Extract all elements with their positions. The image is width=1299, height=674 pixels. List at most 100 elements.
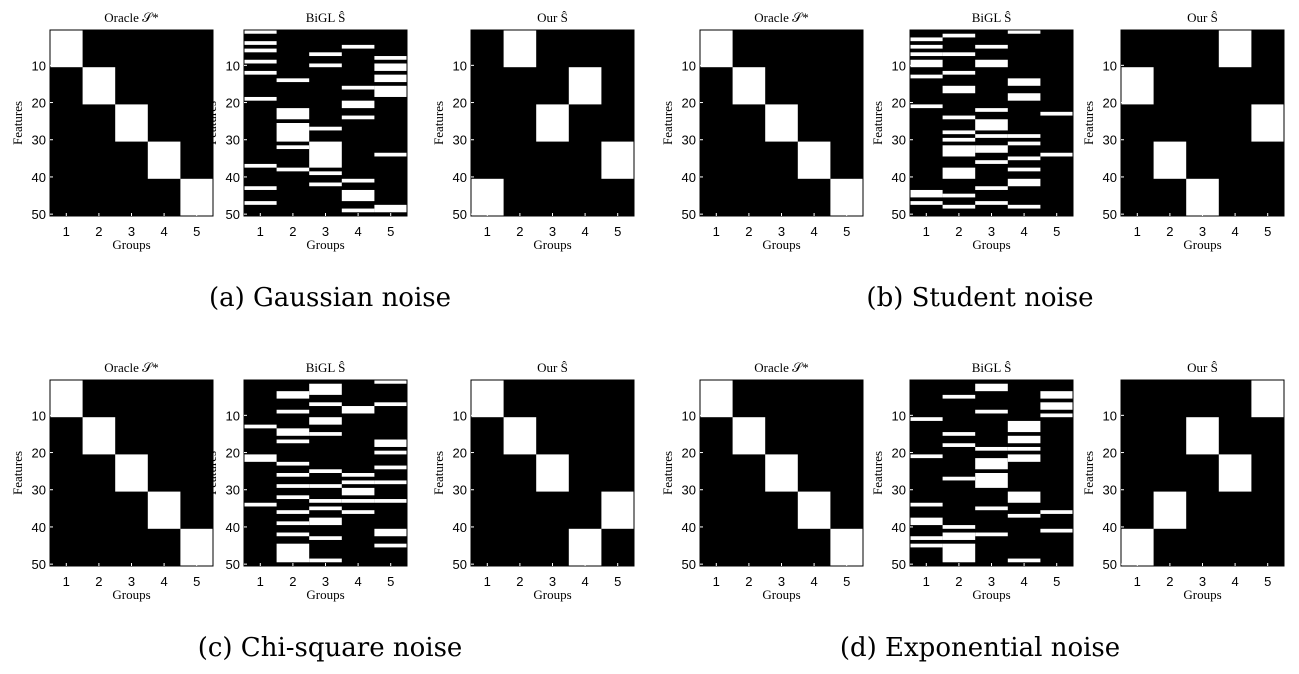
selected-cell: [341, 189, 375, 202]
subfigure: Oracle 𝒮*1 2 3 4 51020304050GroupsFeaturesBi…: [10, 360, 635, 663]
selected-cell: [309, 171, 342, 176]
x-tick-label: 2: [1166, 574, 1173, 589]
selected-cell: [1007, 420, 1041, 433]
selected-cell: [374, 402, 407, 407]
y-axis-label: Features: [1081, 101, 1096, 145]
x-axis-label: Groups: [972, 587, 1010, 602]
selected-cell: [1251, 380, 1284, 418]
selected-cell: [276, 391, 310, 399]
selected-cell: [276, 532, 310, 537]
heatmap-panel: Oracle 𝒮* 1 2 3 4 5 10 20 30 40 50 Groups Features: [660, 360, 864, 602]
y-tick-label: 40: [1103, 520, 1117, 535]
selected-cell: [374, 56, 407, 60]
heatmap-panel: BiGL Ŝ 1 2 3 4 5 10 20 30 40 50 Groups Features: [870, 360, 1074, 602]
selected-cell: [341, 406, 375, 414]
selected-cell: [1040, 413, 1073, 418]
selected-cell: [910, 74, 943, 79]
selected-cell: [910, 417, 943, 421]
selected-cell: [910, 454, 943, 459]
selected-cell: [374, 380, 407, 384]
x-axis-label: Groups: [306, 237, 344, 252]
y-tick-label: 50: [1103, 207, 1117, 222]
y-tick-label: 20: [1103, 446, 1117, 461]
selected-cell: [276, 108, 310, 120]
x-tick-label: 1: [1134, 224, 1141, 239]
selected-cell: [374, 480, 407, 485]
y-tick-label: 20: [892, 96, 906, 111]
selected-cell: [374, 465, 407, 470]
selected-cell: [1040, 152, 1073, 157]
panel-title: Oracle 𝒮*: [104, 360, 158, 375]
y-tick-label: 20: [453, 96, 467, 111]
selected-cell: [1007, 435, 1041, 444]
selected-cell: [341, 480, 375, 485]
selected-cell: [276, 484, 310, 488]
y-tick-label: 50: [32, 557, 46, 572]
selected-cell: [942, 532, 976, 540]
panel-title: Oracle 𝒮*: [754, 360, 808, 375]
selected-cell: [830, 528, 863, 566]
selected-cell: [1007, 134, 1041, 138]
selected-cell: [975, 119, 1008, 131]
selected-cell: [503, 417, 537, 455]
y-tick-label: 10: [226, 408, 240, 423]
selected-cell: [309, 402, 342, 407]
x-tick-label: 3: [778, 224, 785, 239]
panel-title: Oracle 𝒮*: [754, 10, 808, 25]
selected-cell: [601, 491, 634, 529]
heatmap-panel: Our Ŝ 1 2 3 4 5 10 20 30 40 50 Groups Features: [1081, 10, 1285, 252]
x-tick-label: 4: [810, 224, 817, 239]
selected-cell: [1007, 558, 1041, 563]
selected-cell: [276, 145, 310, 150]
selected-cell: [910, 201, 943, 205]
selected-cell: [942, 137, 976, 142]
selected-cell: [536, 454, 569, 492]
selected-cell: [309, 499, 342, 503]
x-axis-label: Groups: [972, 237, 1010, 252]
x-tick-label: 3: [1199, 224, 1206, 239]
y-tick-label: 50: [226, 557, 240, 572]
x-axis-label: Groups: [1183, 587, 1221, 602]
panel-title: Our Ŝ: [537, 10, 568, 25]
subfigure-caption: (d) Exponential noise: [840, 633, 1120, 663]
x-tick-label: 5: [843, 574, 850, 589]
x-tick-label: 3: [988, 574, 995, 589]
selected-cell: [700, 30, 733, 68]
y-tick-label: 30: [226, 133, 240, 148]
x-tick-label: 1: [257, 574, 264, 589]
selected-cell: [309, 417, 342, 425]
selected-cell: [341, 208, 375, 213]
selected-cell: [244, 454, 277, 462]
x-tick-label: 2: [955, 574, 962, 589]
selected-cell: [1007, 204, 1041, 209]
selected-cell: [765, 454, 798, 492]
panel-title: Oracle 𝒮*: [104, 10, 158, 25]
selected-cell: [341, 85, 375, 90]
selected-cell: [568, 528, 602, 566]
x-axis-label: Groups: [762, 587, 800, 602]
selected-cell: [147, 141, 181, 179]
selected-cell: [341, 473, 375, 477]
selected-cell: [1007, 156, 1041, 161]
x-axis-label: Groups: [112, 587, 150, 602]
panel-title: BiGL Ŝ: [972, 10, 1012, 25]
selected-cell: [276, 461, 310, 466]
selected-cell: [765, 104, 798, 142]
selected-cell: [276, 510, 310, 514]
x-tick-label: 1: [257, 224, 264, 239]
x-tick-label: 4: [160, 574, 167, 589]
selected-cell: [374, 450, 407, 455]
y-tick-label: 20: [682, 446, 696, 461]
selected-cell: [374, 204, 407, 213]
y-tick-label: 10: [1103, 58, 1117, 73]
y-tick-label: 10: [1103, 408, 1117, 423]
heatmap-panel: Oracle 𝒮* 1 2 3 4 5 10 20 30 40 50 Groups Features: [660, 10, 864, 252]
selected-cell: [1218, 454, 1252, 492]
selected-cell: [975, 186, 1008, 190]
selected-cell: [942, 476, 976, 481]
selected-cell: [244, 186, 277, 190]
selected-cell: [374, 499, 407, 503]
x-tick-label: 4: [354, 574, 361, 589]
selected-cell: [309, 383, 342, 395]
selected-cell: [244, 96, 277, 101]
